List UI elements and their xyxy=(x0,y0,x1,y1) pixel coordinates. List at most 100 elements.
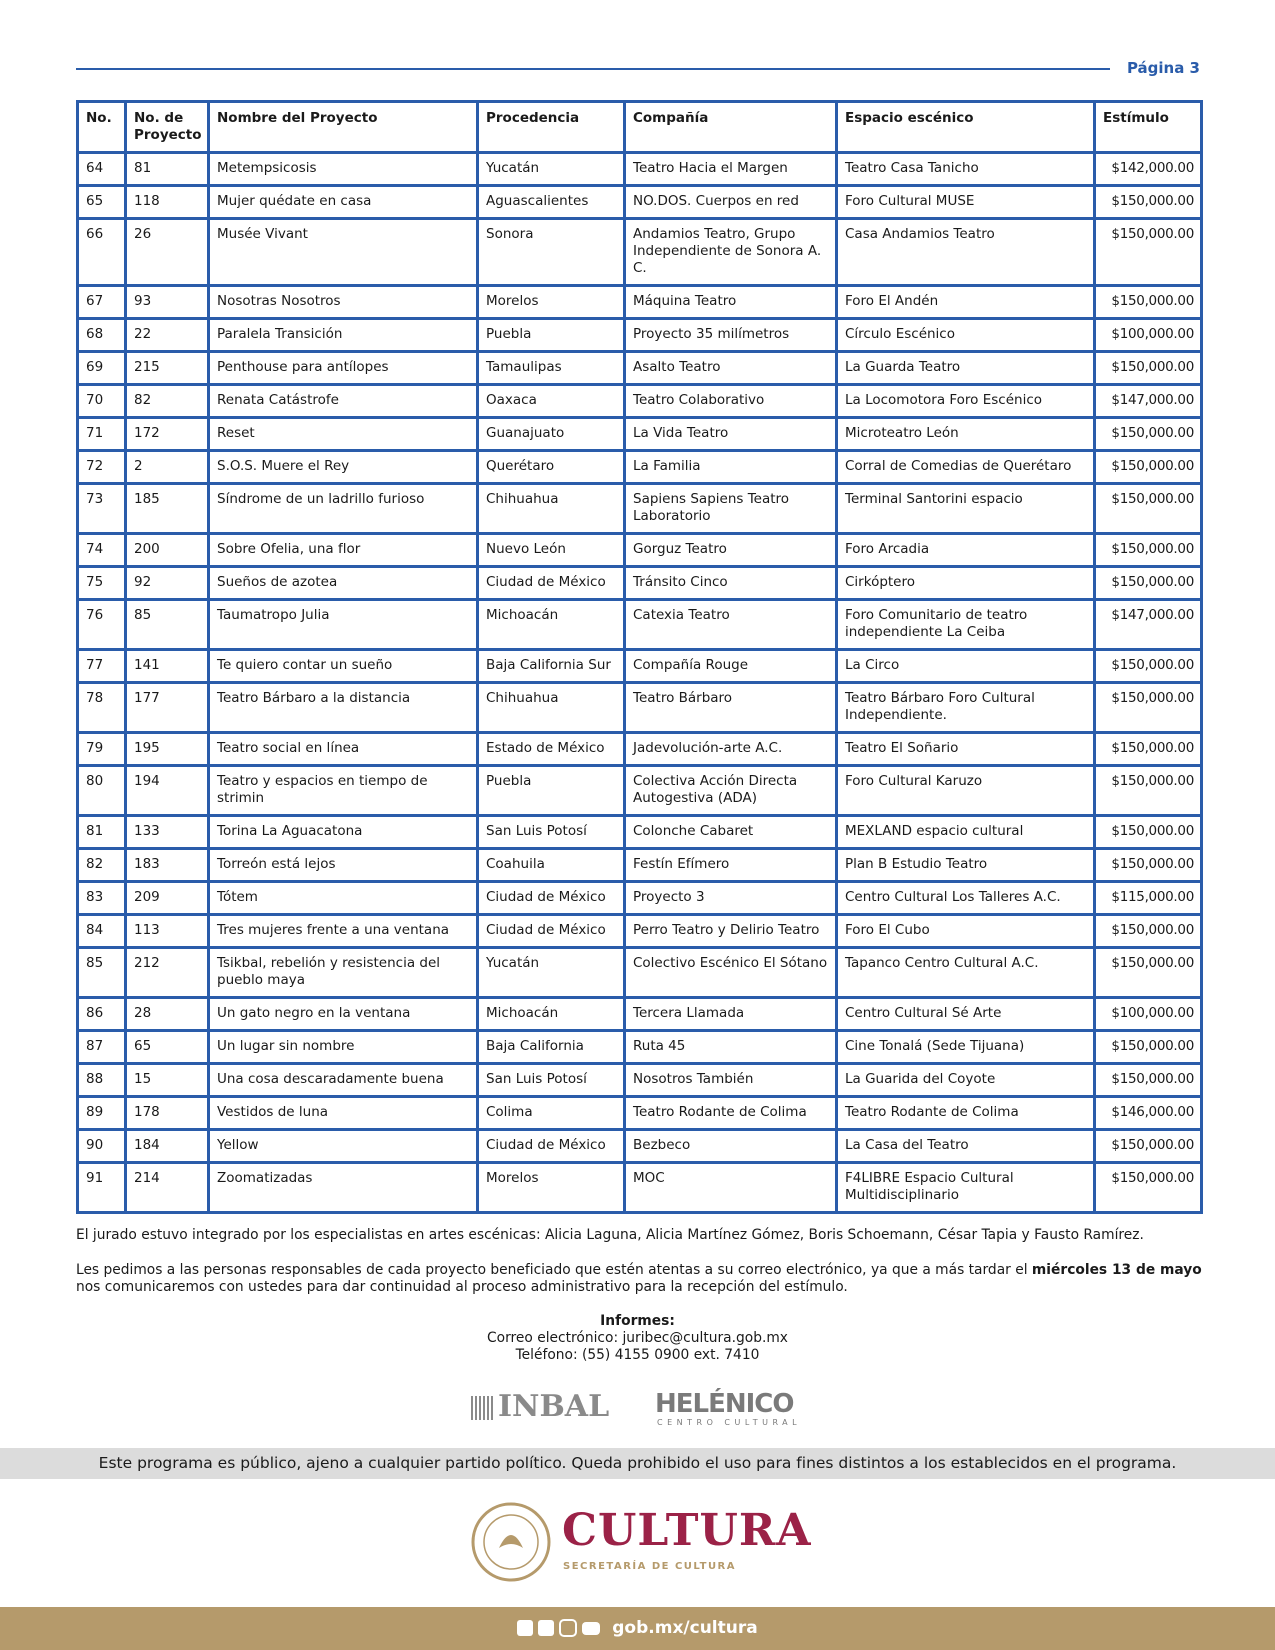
table-cell: NO.DOS. Cuerpos en red xyxy=(623,184,838,220)
table-cell: Ciudad de México xyxy=(476,565,626,601)
table-cell: 75 xyxy=(76,565,127,601)
table-cell: $142,000.00 xyxy=(1093,151,1203,187)
table-row: 79 195 Teatro social en línea Estado de Méx… xyxy=(76,731,1203,767)
table-row: 77 141 Te quiero contar un sueño Baja Calif… xyxy=(76,648,1203,684)
table-cell: Nuevo León xyxy=(476,532,626,568)
instagram-icon[interactable] xyxy=(559,1619,578,1637)
table-cell: $150,000.00 xyxy=(1093,814,1203,850)
table-cell: Tapanco Centro Cultural A.C. xyxy=(835,946,1096,999)
table-cell: Festín Efímero xyxy=(623,847,838,883)
table-cell: 71 xyxy=(76,416,127,452)
table-row: 83 209 Tótem Ciudad de México Proyecto 3 Cent… xyxy=(76,880,1203,916)
contact-phone: Teléfono: (55) 4155 0900 ext. 7410 xyxy=(515,1347,760,1363)
brand-sub: SECRETARÍA DE CULTURA xyxy=(563,1561,736,1572)
table-cell: Foro Arcadia xyxy=(835,532,1096,568)
table-cell: La Casa del Teatro xyxy=(835,1128,1096,1164)
table-cell: 82 xyxy=(124,383,210,419)
table-cell: 85 xyxy=(124,598,210,651)
table-row: 65 118 Mujer quédate en casa Aguascalientes… xyxy=(76,184,1203,220)
table-cell: 15 xyxy=(124,1062,210,1098)
table-cell: 82 xyxy=(76,847,127,883)
table-row: 66 26 Musée Vivant Sonora Andamios Teatro, G… xyxy=(76,217,1203,287)
table-cell: $150,000.00 xyxy=(1093,184,1203,220)
facebook-icon[interactable] xyxy=(517,1620,534,1636)
table-cell: Chihuahua xyxy=(476,681,626,734)
table-cell: S.O.S. Muere el Rey xyxy=(207,449,479,485)
table-cell: Teatro Bárbaro xyxy=(623,681,838,734)
table-cell: $150,000.00 xyxy=(1093,1161,1203,1214)
table-cell: Círculo Escénico xyxy=(835,317,1096,353)
twitter-icon[interactable] xyxy=(538,1620,555,1636)
table-cell: 26 xyxy=(124,217,210,287)
table-cell: Foro Cultural Karuzo xyxy=(835,764,1096,817)
helenico-logo: HELÉNICO xyxy=(655,1389,794,1419)
table-row: 88 15 Una cosa descaradamente buena San Lui… xyxy=(76,1062,1203,1098)
table-cell: Baja California xyxy=(476,1029,626,1065)
table-cell: 183 xyxy=(124,847,210,883)
table-cell: Bezbeco xyxy=(623,1128,838,1164)
table-cell: 73 xyxy=(76,482,127,535)
table-cell: Puebla xyxy=(476,764,626,817)
table-row: 69 215 Penthouse para antílopes Tamaulipas A… xyxy=(76,350,1203,386)
table-cell: $150,000.00 xyxy=(1093,913,1203,949)
table-cell: San Luis Potosí xyxy=(476,1062,626,1098)
table-row: 76 85 Taumatropo Julia Michoacán Catexia Tea… xyxy=(76,598,1203,651)
table-cell: La Locomotora Foro Escénico xyxy=(835,383,1096,419)
table-cell: Paralela Transición xyxy=(207,317,479,353)
table-cell: Reset xyxy=(207,416,479,452)
table-cell: Tamaulipas xyxy=(476,350,626,386)
inbal-icon xyxy=(471,1396,493,1420)
brand-name: CULTURA xyxy=(562,1505,812,1556)
table-cell: 67 xyxy=(76,284,127,320)
table-cell: $150,000.00 xyxy=(1093,482,1203,535)
table-cell: Teatro Bárbaro a la distancia xyxy=(207,681,479,734)
table-row: 81 133 Torina La Aguacatona San Luis Potosí… xyxy=(76,814,1203,850)
table-cell: Querétaro xyxy=(476,449,626,485)
table-cell: Te quiero contar un sueño xyxy=(207,648,479,684)
table-cell: Colonche Cabaret xyxy=(623,814,838,850)
table-cell: Morelos xyxy=(476,284,626,320)
table-cell: 185 xyxy=(124,482,210,535)
table-cell: Ruta 45 xyxy=(623,1029,838,1065)
notice: Les pedimos a las personas responsables … xyxy=(76,1262,1202,1296)
table-cell: 178 xyxy=(124,1095,210,1131)
table-cell: 200 xyxy=(124,532,210,568)
table-cell: Cirkóptero xyxy=(835,565,1096,601)
table-cell: $150,000.00 xyxy=(1093,416,1203,452)
youtube-icon[interactable] xyxy=(582,1621,601,1635)
table-cell: Vestidos de luna xyxy=(207,1095,479,1131)
table-cell: Tres mujeres frente a una ventana xyxy=(207,913,479,949)
table-cell: Chihuahua xyxy=(476,482,626,535)
table-cell: Síndrome de un ladrillo furioso xyxy=(207,482,479,535)
column-header: No. de Proyecto xyxy=(124,100,210,154)
table-cell: 172 xyxy=(124,416,210,452)
footer-url[interactable]: gob.mx/cultura xyxy=(612,1618,758,1638)
table-cell: 84 xyxy=(76,913,127,949)
table-cell: 70 xyxy=(76,383,127,419)
table-cell: Musée Vivant xyxy=(207,217,479,287)
table-cell: $150,000.00 xyxy=(1093,1029,1203,1065)
table-cell: $147,000.00 xyxy=(1093,598,1203,651)
table-cell: Un lugar sin nombre xyxy=(207,1029,479,1065)
table-cell: Terminal Santorini espacio xyxy=(835,482,1096,535)
table-cell: $150,000.00 xyxy=(1093,532,1203,568)
column-header: Espacio escénico xyxy=(835,100,1096,154)
table-cell: 74 xyxy=(76,532,127,568)
table-cell: La Familia xyxy=(623,449,838,485)
table-cell: 66 xyxy=(76,217,127,287)
table-cell: Perro Teatro y Delirio Teatro xyxy=(623,913,838,949)
table-cell: $150,000.00 xyxy=(1093,217,1203,287)
table-cell: $100,000.00 xyxy=(1093,996,1203,1032)
table-cell: 214 xyxy=(124,1161,210,1214)
jury-note: El jurado estuvo integrado por los espec… xyxy=(76,1227,1144,1243)
table-row: 78 177 Teatro Bárbaro a la distancia Chihua… xyxy=(76,681,1203,734)
table-cell: Michoacán xyxy=(476,996,626,1032)
table-row: 75 92 Sueños de azotea Ciudad de México Trán… xyxy=(76,565,1203,601)
table-row: 86 28 Un gato negro en la ventana Michoacán… xyxy=(76,996,1203,1032)
table-cell: San Luis Potosí xyxy=(476,814,626,850)
table-cell: Puebla xyxy=(476,317,626,353)
table-cell: $150,000.00 xyxy=(1093,847,1203,883)
table-cell: Teatro y espacios en tiempo de strimin xyxy=(207,764,479,817)
table-cell: Taumatropo Julia xyxy=(207,598,479,651)
table-cell: Torreón está lejos xyxy=(207,847,479,883)
